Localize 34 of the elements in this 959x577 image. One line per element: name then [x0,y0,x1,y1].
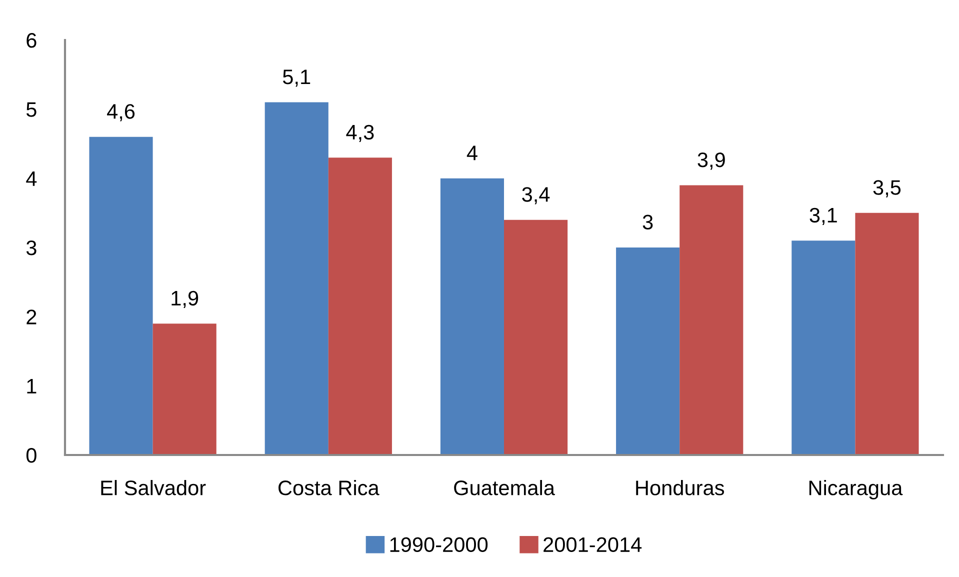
bar [680,185,744,455]
data-label: 4 [466,146,478,160]
x-tick-label: Guatemala [454,480,555,496]
bar [264,102,328,455]
y-tick-label: 0 [26,448,36,463]
data-label: 4,6 [107,104,135,122]
bar [440,178,504,455]
data-label: 3,1 [810,208,837,226]
data-label: 3,5 [873,180,901,198]
x-tick-label: Nicaragua [809,480,903,500]
bar [504,220,568,455]
y-tick-label: 4 [26,172,37,186]
y-tick-label: 3 [26,240,36,256]
y-tick-label: 2 [26,310,36,324]
data-label: 3,9 [698,152,725,170]
bar [855,212,919,455]
x-tick-label: Costa Rica [278,480,380,496]
data-label: 3 [642,214,653,230]
y-tick-label: 1 [27,379,36,394]
legend-label: 2001-2014 [544,537,642,552]
data-label: 4,3 [346,124,374,142]
data-label: 1,9 [172,290,198,308]
bar [328,158,392,455]
data-label: 5,1 [282,70,310,87]
bar [152,324,216,455]
y-tick-label: 5 [26,102,36,117]
bar [89,136,153,455]
x-tick-label: Honduras [636,480,724,496]
x-tick-label: El Salvador [101,480,206,496]
data-label: 3,4 [522,187,550,204]
legend-label: 1990-2000 [390,537,488,552]
bar [616,248,680,455]
y-tick-label: 6 [26,33,36,48]
bar [792,240,856,455]
